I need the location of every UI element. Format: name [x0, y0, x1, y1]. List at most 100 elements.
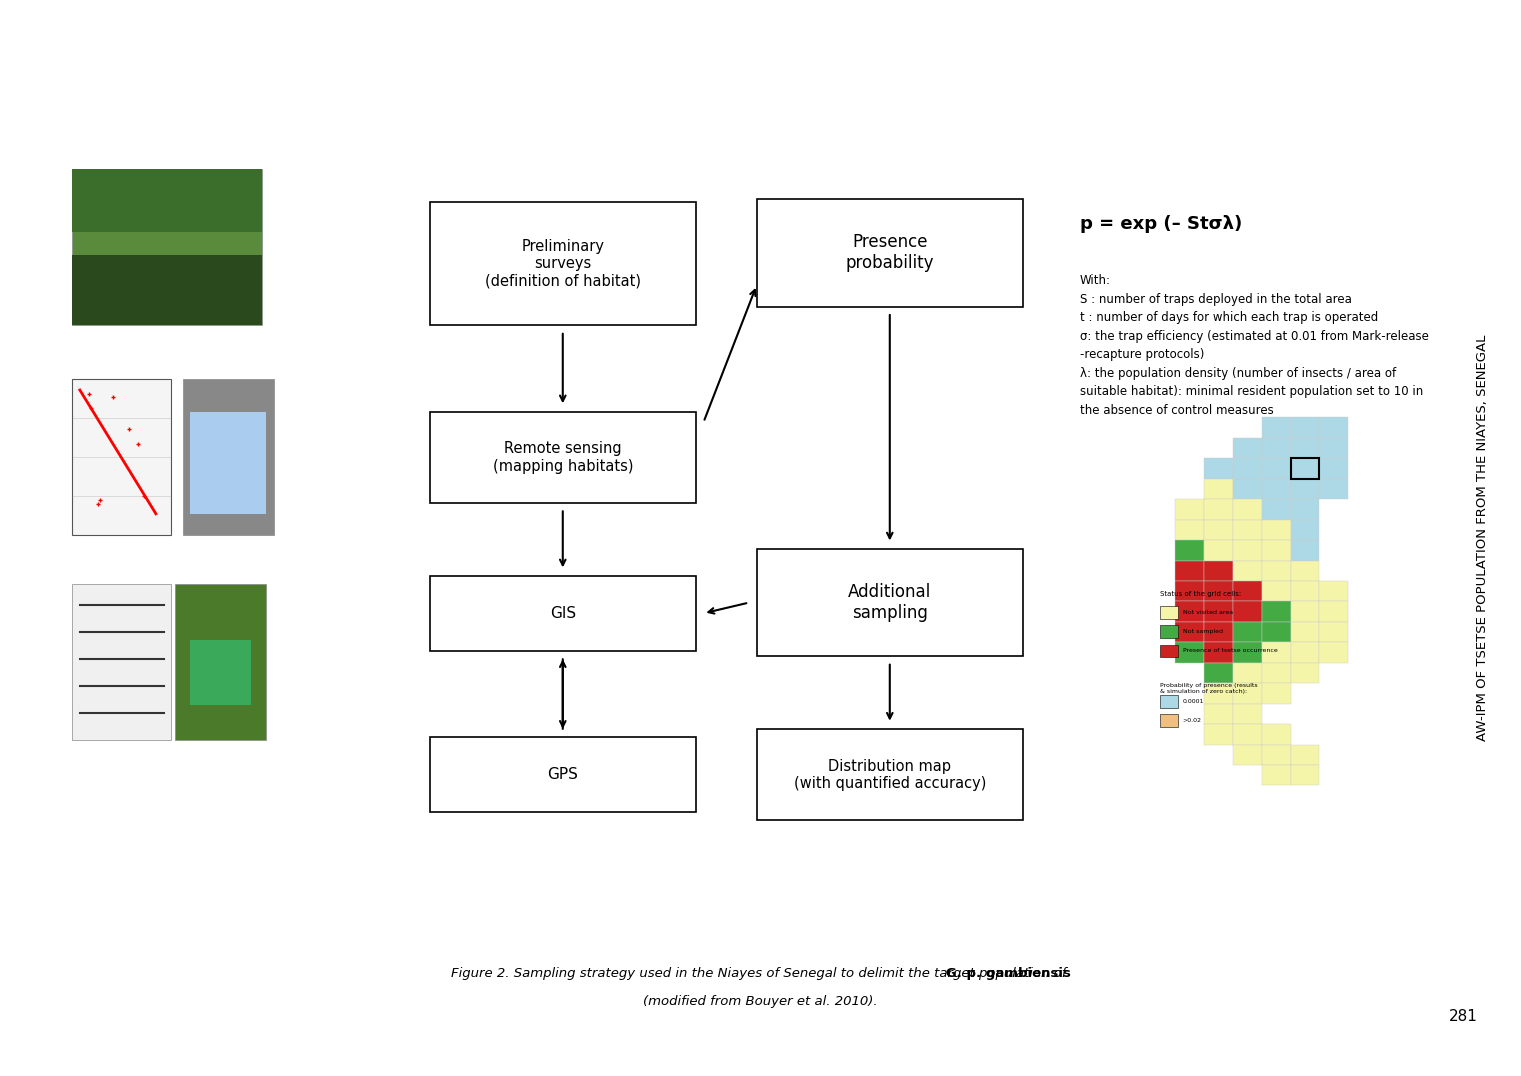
Bar [1290, 765, 1320, 785]
Bar [1290, 458, 1320, 479]
Bar [1261, 745, 1290, 765]
Bar [1205, 683, 1234, 704]
Bar [1234, 745, 1262, 765]
Bar [1205, 704, 1234, 724]
Bar [1205, 724, 1234, 745]
Bar [1261, 458, 1290, 479]
Bar [1261, 683, 1290, 704]
Bar [1261, 765, 1290, 785]
Bar [183, 380, 274, 536]
Bar [1320, 601, 1349, 622]
Text: p = exp (– Stσλ): p = exp (– Stσλ) [1080, 215, 1243, 233]
Bar [1320, 622, 1349, 642]
Bar [1234, 704, 1262, 724]
Bar [1161, 714, 1179, 727]
FancyBboxPatch shape [756, 199, 1022, 307]
Bar [1234, 724, 1262, 745]
Bar [190, 640, 251, 705]
Text: Not visited area: Not visited area [1183, 610, 1232, 614]
Bar [1290, 642, 1320, 663]
Bar [1234, 622, 1262, 642]
Bar [73, 583, 172, 740]
Bar [1320, 581, 1349, 601]
Text: GPS: GPS [548, 767, 578, 782]
Bar [1205, 622, 1234, 642]
Text: GIS: GIS [549, 606, 576, 621]
Bar [1290, 540, 1320, 561]
Bar [1261, 622, 1290, 642]
Bar [1234, 601, 1262, 622]
Bar [1234, 458, 1262, 479]
Bar [1290, 581, 1320, 601]
Bar [1174, 520, 1205, 540]
Bar [1261, 642, 1290, 663]
Bar [1205, 601, 1234, 622]
Bar [1290, 417, 1320, 438]
Bar [1174, 540, 1205, 561]
Bar [1205, 479, 1234, 499]
Bar [1234, 683, 1262, 704]
Bar [1261, 663, 1290, 683]
Text: Preliminary
surveys
(definition of habitat): Preliminary surveys (definition of habit… [485, 239, 640, 288]
Text: 0.0001: 0.0001 [1183, 699, 1205, 704]
Bar [1290, 622, 1320, 642]
Bar [1290, 499, 1320, 520]
Text: Probability of presence (results
& simulation of zero catch):: Probability of presence (results & simul… [1161, 683, 1258, 694]
Bar [1205, 581, 1234, 601]
Bar [1205, 663, 1234, 683]
Text: Not sampled: Not sampled [1183, 629, 1223, 634]
Bar [1261, 601, 1290, 622]
Bar [1174, 581, 1205, 601]
Bar [1174, 601, 1205, 622]
Text: Presence of tsetse occurrence: Presence of tsetse occurrence [1183, 649, 1278, 653]
Bar [190, 412, 266, 514]
Bar [1320, 479, 1349, 499]
Bar [1205, 561, 1234, 581]
Bar [1234, 561, 1262, 581]
Bar [1234, 540, 1262, 561]
Bar [1290, 438, 1320, 458]
Bar [73, 380, 172, 536]
Bar [1161, 606, 1179, 619]
Text: Figure 2. Sampling strategy used in the Niayes of Senegal to delimit the target : Figure 2. Sampling strategy used in the … [450, 967, 1071, 980]
Bar [1261, 540, 1290, 561]
Bar [1174, 499, 1205, 520]
Bar [73, 255, 262, 325]
Bar [1161, 645, 1179, 657]
Bar [1261, 438, 1290, 458]
Bar [175, 583, 266, 740]
Bar [1320, 458, 1349, 479]
Text: With:
S : number of traps deployed in the total area
t : number of days for whic: With: S : number of traps deployed in th… [1080, 274, 1428, 416]
Text: Additional
sampling: Additional sampling [849, 583, 931, 622]
Bar [1234, 663, 1262, 683]
Text: >0.02: >0.02 [1183, 719, 1202, 723]
Bar [1161, 625, 1179, 638]
Bar [1261, 581, 1290, 601]
Bar [1205, 540, 1234, 561]
FancyBboxPatch shape [429, 737, 697, 812]
FancyBboxPatch shape [429, 576, 697, 651]
Bar [1261, 479, 1290, 499]
Bar [1234, 520, 1262, 540]
Bar [1290, 561, 1320, 581]
Bar [1261, 561, 1290, 581]
Bar [1290, 520, 1320, 540]
Bar [1205, 642, 1234, 663]
Bar [1261, 724, 1290, 745]
FancyBboxPatch shape [756, 730, 1022, 820]
FancyBboxPatch shape [756, 549, 1022, 656]
FancyBboxPatch shape [429, 412, 697, 504]
Bar [1290, 458, 1320, 479]
Bar [1290, 663, 1320, 683]
Bar [1290, 601, 1320, 622]
Bar [1320, 417, 1349, 438]
Bar [1234, 479, 1262, 499]
Bar [1174, 622, 1205, 642]
Text: 281: 281 [1450, 1009, 1477, 1024]
Bar [1234, 581, 1262, 601]
Text: Remote sensing
(mapping habitats): Remote sensing (mapping habitats) [493, 441, 633, 473]
Text: (modified from Bouyer et al. 2010).: (modified from Bouyer et al. 2010). [643, 995, 878, 1008]
Bar [1290, 479, 1320, 499]
Text: Status of the grid cells:: Status of the grid cells: [1161, 591, 1241, 597]
Bar [1205, 499, 1234, 520]
